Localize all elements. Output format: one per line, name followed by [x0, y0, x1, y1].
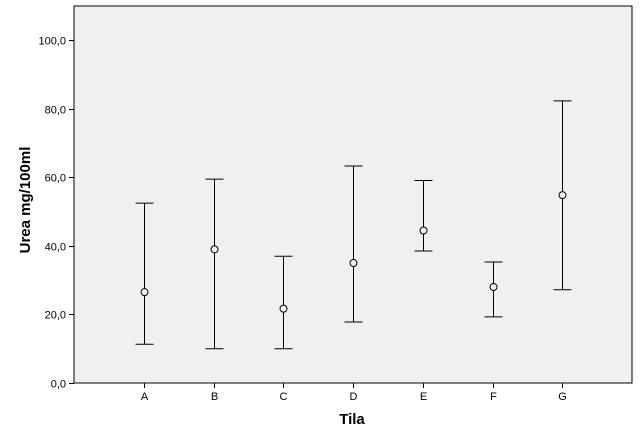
mean-point [489, 283, 498, 292]
mean-point [558, 191, 567, 200]
y-axis-title: Urea mg/100ml [17, 147, 34, 254]
errorbar-F [484, 261, 503, 318]
errorbar-D [344, 165, 363, 323]
mean-point [419, 226, 428, 235]
mean-point [140, 288, 149, 297]
y-tick-label: 20,0 [45, 310, 66, 322]
mean-point [349, 259, 358, 268]
mean-point [210, 245, 219, 254]
mean-point [279, 304, 288, 313]
x-tick-label: G [558, 391, 567, 403]
errorbar-C [274, 255, 293, 350]
x-tick-label: E [420, 391, 427, 403]
y-tick-label: 40,0 [45, 242, 66, 254]
y-tick-label: 80,0 [45, 105, 66, 117]
y-tick-label: 60,0 [45, 173, 66, 185]
y-tick-label: 0,0 [51, 379, 66, 391]
x-tick-label: F [490, 391, 497, 403]
axes: 0,0 20,0 40,0 60,0 80,0 100,0 A B C D E F G [38, 36, 566, 404]
x-axis-title: Tila [339, 411, 365, 427]
errorbar-A [135, 202, 154, 345]
data-marks [135, 100, 572, 350]
errorbar-G [553, 100, 572, 291]
errorbar-B [205, 178, 224, 350]
x-tick-label: A [141, 391, 149, 403]
x-tick-label: B [211, 391, 218, 403]
errorbar-E [414, 179, 433, 252]
y-tick-label: 100,0 [38, 36, 66, 48]
x-tick-label: C [280, 391, 288, 403]
x-tick-label: D [350, 391, 358, 403]
